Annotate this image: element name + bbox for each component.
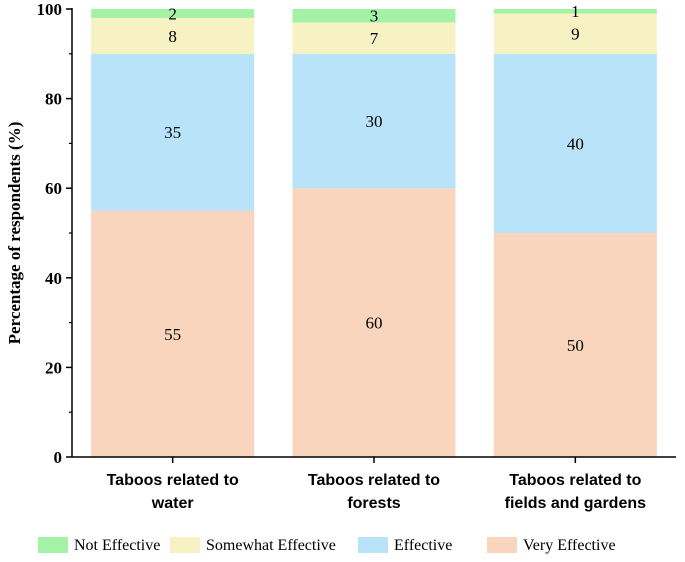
y-tick-label: 60 bbox=[45, 179, 62, 198]
bar-segment bbox=[91, 17, 255, 54]
bar-segment bbox=[91, 53, 255, 211]
data-label: 1 bbox=[571, 2, 580, 21]
legend-swatch bbox=[170, 537, 200, 553]
bar-segment bbox=[493, 9, 657, 14]
legend-swatch bbox=[487, 537, 517, 553]
bar-segment bbox=[91, 210, 255, 457]
data-label: 2 bbox=[168, 4, 177, 23]
y-tick-label: 80 bbox=[45, 90, 62, 109]
y-axis-label: Percentage of respondents (%) bbox=[5, 122, 24, 345]
bar-segment bbox=[493, 233, 657, 457]
data-label: 50 bbox=[567, 336, 584, 355]
data-label: 60 bbox=[366, 314, 383, 333]
x-tick-label: Taboos related to fields and gardens bbox=[505, 472, 646, 512]
legend-label: Very Effective bbox=[523, 537, 616, 554]
data-label: 35 bbox=[164, 123, 181, 142]
y-tick-label: 40 bbox=[45, 269, 62, 288]
bar-segment bbox=[292, 22, 456, 54]
legend-swatch bbox=[358, 537, 388, 553]
bar-segment bbox=[91, 9, 255, 18]
bar-segment bbox=[292, 53, 456, 189]
legend-swatch bbox=[38, 537, 68, 553]
data-label: 40 bbox=[567, 134, 584, 153]
x-tick-label: Taboos related to water bbox=[107, 472, 239, 512]
y-tick-label: 100 bbox=[37, 0, 63, 19]
bar-segment bbox=[292, 9, 456, 23]
bar-segment bbox=[493, 53, 657, 233]
legend-label: Not Effective bbox=[74, 537, 160, 554]
data-label: 3 bbox=[370, 7, 379, 26]
legend-label: Effective bbox=[394, 537, 452, 554]
data-label: 9 bbox=[571, 25, 580, 44]
x-tick-label: Taboos related to forests bbox=[308, 472, 440, 512]
data-label: 7 bbox=[370, 29, 379, 48]
legend-label: Somewhat Effective bbox=[206, 537, 336, 554]
data-label: 8 bbox=[168, 27, 177, 46]
y-tick-label: 20 bbox=[45, 358, 62, 377]
bar-segment bbox=[292, 188, 456, 457]
bar-segment bbox=[493, 13, 657, 54]
data-label: 55 bbox=[164, 325, 181, 344]
y-tick-label: 0 bbox=[54, 448, 63, 467]
data-label: 30 bbox=[366, 112, 383, 131]
